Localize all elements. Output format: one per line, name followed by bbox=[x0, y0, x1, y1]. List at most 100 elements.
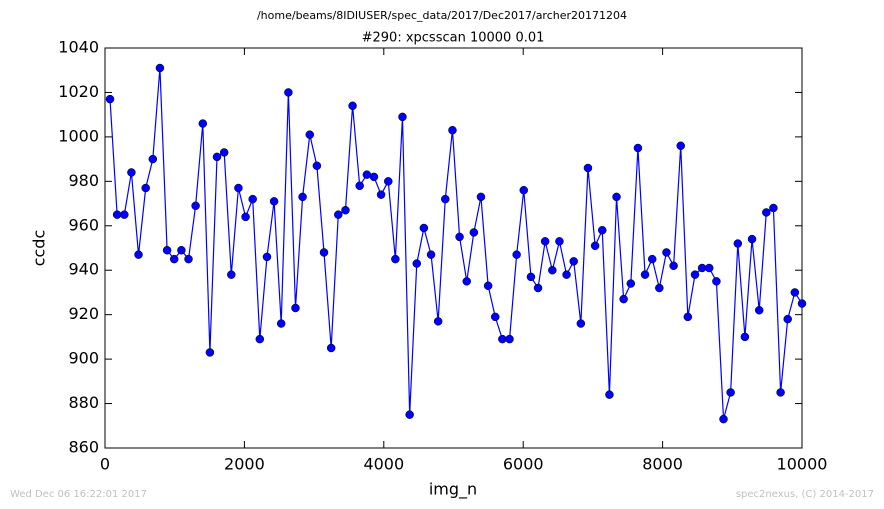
data-point bbox=[562, 270, 571, 279]
data-point bbox=[369, 172, 379, 182]
data-point bbox=[326, 343, 336, 353]
data-point bbox=[234, 183, 243, 193]
data-point bbox=[719, 414, 728, 424]
data-point bbox=[455, 232, 464, 242]
data-point bbox=[141, 183, 150, 193]
data-point bbox=[191, 201, 200, 211]
data-point bbox=[526, 272, 536, 282]
data-point bbox=[519, 185, 529, 195]
data-point bbox=[540, 237, 550, 246]
data-point bbox=[426, 250, 436, 259]
chart-subtitle: #290: xpcsscan 10000 0.01 bbox=[362, 31, 545, 46]
y-tick-label: 860 bbox=[68, 438, 99, 457]
x-tick-label: 10000 bbox=[777, 455, 828, 474]
x-axis-label: img_n bbox=[429, 480, 477, 500]
y-tick-label: 920 bbox=[68, 304, 99, 323]
data-point bbox=[284, 88, 293, 97]
chart-title: /home/beams/8IDIUSER/spec_data/2017/Dec2… bbox=[257, 9, 627, 22]
data-point bbox=[255, 334, 265, 344]
data-point bbox=[533, 283, 543, 293]
data-point bbox=[740, 332, 750, 342]
data-point bbox=[298, 192, 307, 202]
data-point bbox=[590, 241, 600, 251]
data-point bbox=[391, 254, 400, 264]
data-point bbox=[398, 112, 407, 122]
x-tick-label: 8000 bbox=[642, 455, 683, 474]
data-point bbox=[640, 270, 650, 279]
data-point bbox=[697, 263, 707, 273]
data-point bbox=[683, 312, 693, 322]
data-point bbox=[569, 257, 578, 266]
data-point bbox=[305, 130, 315, 139]
data-point bbox=[127, 168, 136, 177]
data-point bbox=[512, 250, 521, 259]
data-point bbox=[212, 152, 222, 162]
data-point bbox=[626, 279, 636, 288]
data-point bbox=[419, 223, 429, 233]
plot-frame bbox=[104, 47, 803, 449]
y-tick-label: 900 bbox=[68, 349, 99, 368]
data-point bbox=[797, 299, 807, 308]
data-point bbox=[790, 288, 800, 297]
data-point bbox=[177, 245, 186, 255]
y-tick-label: 940 bbox=[68, 260, 99, 279]
data-point bbox=[690, 270, 700, 279]
x-tick-label: 0 bbox=[100, 455, 110, 474]
data-point bbox=[448, 125, 457, 135]
data-point bbox=[612, 192, 621, 202]
data-point bbox=[384, 177, 393, 186]
data-point bbox=[291, 303, 300, 313]
data-point bbox=[576, 319, 586, 328]
x-tick-label: 4000 bbox=[363, 455, 404, 474]
data-point bbox=[548, 265, 557, 275]
data-point bbox=[605, 390, 614, 399]
data-point bbox=[262, 252, 272, 262]
data-point bbox=[754, 305, 764, 315]
data-point bbox=[162, 245, 172, 255]
data-point bbox=[334, 210, 343, 219]
x-tick-label: 2000 bbox=[224, 455, 265, 474]
y-tick-label: 960 bbox=[68, 215, 99, 234]
data-point bbox=[776, 388, 785, 397]
data-point bbox=[676, 141, 685, 151]
data-point bbox=[205, 348, 215, 357]
data-point bbox=[120, 210, 129, 219]
data-point bbox=[219, 148, 229, 157]
data-point bbox=[491, 312, 500, 322]
data-point bbox=[355, 181, 364, 191]
y-tick-label: 1000 bbox=[58, 126, 99, 145]
data-point bbox=[669, 261, 678, 271]
series-line bbox=[109, 67, 803, 420]
data-point bbox=[198, 119, 208, 128]
y-tick-label: 1040 bbox=[58, 38, 99, 57]
data-point bbox=[441, 194, 450, 204]
credit: spec2nexus, (C) 2014-2017 bbox=[736, 489, 874, 500]
x-tick-label: 6000 bbox=[503, 455, 544, 474]
data-point bbox=[105, 94, 115, 104]
data-point bbox=[712, 277, 721, 286]
data-point bbox=[647, 254, 657, 264]
data-point bbox=[462, 277, 471, 286]
data-point bbox=[148, 154, 158, 164]
data-point bbox=[733, 239, 743, 248]
data-point bbox=[319, 248, 329, 257]
data-point bbox=[619, 294, 628, 304]
data-point bbox=[134, 250, 143, 259]
data-point bbox=[655, 283, 664, 293]
data-point bbox=[376, 190, 386, 199]
timestamp: Wed Dec 06 16:22:01 2017 bbox=[10, 489, 147, 500]
data-point bbox=[276, 319, 286, 328]
data-point bbox=[483, 281, 493, 291]
data-point bbox=[227, 270, 236, 279]
data-point bbox=[241, 212, 250, 222]
data-point bbox=[405, 410, 414, 419]
data-point bbox=[633, 143, 643, 153]
data-point bbox=[348, 101, 357, 111]
data-point bbox=[747, 234, 757, 244]
y-tick-label: 980 bbox=[68, 171, 99, 190]
data-point bbox=[583, 163, 593, 173]
data-point bbox=[769, 203, 778, 213]
data-point bbox=[248, 194, 257, 204]
data-point bbox=[412, 259, 422, 268]
data-point bbox=[505, 334, 514, 344]
